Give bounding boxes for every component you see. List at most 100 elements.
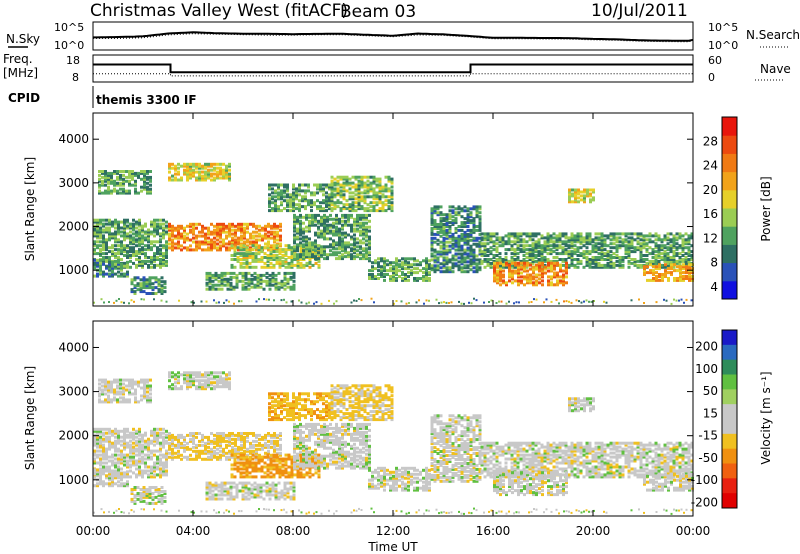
power-cell xyxy=(371,275,374,278)
power-cell xyxy=(286,195,289,199)
power-cell xyxy=(229,277,233,281)
power-cell xyxy=(624,256,628,259)
power-cell xyxy=(658,263,661,267)
velocity-cell xyxy=(168,387,171,391)
power-cell xyxy=(277,187,280,191)
power-cell xyxy=(253,271,257,275)
power-cell xyxy=(618,259,622,263)
power-cell xyxy=(341,239,344,243)
power-cell xyxy=(201,224,204,228)
power-cell xyxy=(319,201,322,205)
power-cell xyxy=(562,277,565,281)
power-cell xyxy=(350,227,353,231)
velocity-cell xyxy=(123,482,126,486)
power-cell xyxy=(568,190,571,194)
power-cell xyxy=(633,259,637,263)
power-cell xyxy=(475,207,479,211)
power-cell xyxy=(329,217,332,221)
velocity-cell xyxy=(108,470,111,474)
power-cell xyxy=(313,191,316,195)
power-cell xyxy=(332,221,335,225)
power-cell xyxy=(579,254,583,257)
power-cell xyxy=(289,199,292,203)
power-cell xyxy=(523,261,526,265)
power-cell xyxy=(277,183,280,187)
power-cell xyxy=(323,233,326,237)
velocity-cell xyxy=(135,431,138,435)
nsky-series xyxy=(93,31,694,42)
power-cell xyxy=(142,286,146,290)
power-cell xyxy=(137,171,140,175)
velocity-cell xyxy=(102,433,105,437)
power-cell xyxy=(299,241,302,245)
power-cell xyxy=(277,209,280,213)
power-cell xyxy=(245,265,249,269)
power-cell xyxy=(457,248,461,252)
velocity-cell xyxy=(186,387,189,391)
power-cell xyxy=(110,171,113,175)
power-cell xyxy=(198,178,201,182)
power-cell xyxy=(338,231,341,235)
power-cell xyxy=(448,230,452,234)
power-cell xyxy=(390,195,394,199)
velocity-cell xyxy=(141,475,144,479)
power-cell xyxy=(137,173,140,177)
velocity-cell xyxy=(146,398,149,402)
power-cell xyxy=(231,242,234,246)
power-cell xyxy=(661,273,664,276)
velocity-cell xyxy=(138,457,141,461)
power-cell xyxy=(305,255,308,259)
power-cell xyxy=(243,234,246,238)
power-cell xyxy=(436,225,440,228)
power-cell xyxy=(153,252,156,256)
power-cell xyxy=(204,174,207,178)
power-cell xyxy=(690,299,693,302)
power-cell xyxy=(350,229,353,233)
velocity-cell xyxy=(128,400,131,404)
power-cell xyxy=(208,279,212,283)
power-cell xyxy=(183,164,186,168)
power-cell xyxy=(472,207,476,211)
power-cell xyxy=(362,257,365,261)
power-cell xyxy=(122,170,125,173)
power-cell xyxy=(105,238,108,242)
velocity-cell xyxy=(102,437,105,441)
power-cell xyxy=(148,282,152,286)
power-cell xyxy=(660,263,664,267)
power-cell xyxy=(225,226,228,230)
power-cell xyxy=(565,267,568,271)
power-cell xyxy=(213,168,216,172)
velocity-cell xyxy=(128,398,131,402)
velocity-cell xyxy=(135,463,138,467)
velocity-cell xyxy=(139,495,143,499)
power-cell xyxy=(246,224,249,228)
power-cell xyxy=(135,258,138,261)
velocity-cell xyxy=(96,427,99,431)
power-cell xyxy=(534,248,538,252)
power-cell xyxy=(492,240,496,244)
power-cell xyxy=(248,265,252,269)
velocity-cell xyxy=(113,380,116,384)
power-cell xyxy=(433,254,437,258)
velocity-cell xyxy=(138,433,141,437)
power-cell xyxy=(514,263,517,267)
velocity-cell xyxy=(122,390,125,394)
power-cell xyxy=(114,220,117,224)
power-cell xyxy=(159,261,162,265)
cpid-label: CPID xyxy=(8,91,40,105)
power-cell xyxy=(556,275,559,279)
velocity-cell xyxy=(129,475,132,479)
power-cell xyxy=(323,217,326,221)
power-cell xyxy=(430,211,434,215)
power-cell xyxy=(439,228,443,232)
velocity-cell xyxy=(177,379,180,383)
power-cell xyxy=(579,259,583,263)
power-cell xyxy=(590,300,593,303)
power-cell xyxy=(585,299,588,302)
power-cell xyxy=(156,230,159,234)
power-cell xyxy=(488,301,490,303)
power-cell xyxy=(454,254,458,258)
power-cell xyxy=(302,237,305,241)
power-cell xyxy=(120,242,123,246)
power-cell xyxy=(636,232,640,236)
